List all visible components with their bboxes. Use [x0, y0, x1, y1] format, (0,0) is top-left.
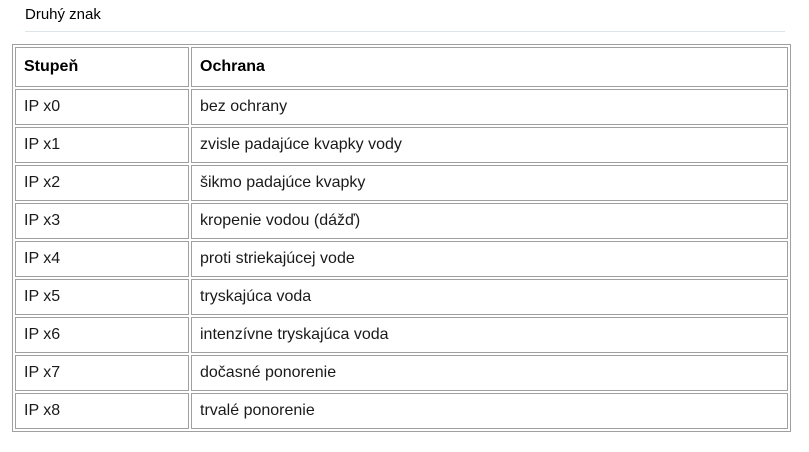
- table-row: IP x7 dočasné ponorenie: [15, 355, 788, 391]
- cell-stupen: IP x1: [15, 127, 189, 163]
- cell-ochrana: tryskajúca voda: [191, 279, 788, 315]
- table-row: IP x2 šikmo padajúce kvapky: [15, 165, 788, 201]
- cell-stupen: IP x2: [15, 165, 189, 201]
- cell-stupen: IP x3: [15, 203, 189, 239]
- cell-ochrana: dočasné ponorenie: [191, 355, 788, 391]
- cell-ochrana: bez ochrany: [191, 89, 788, 125]
- cell-stupen: IP x5: [15, 279, 189, 315]
- cell-stupen: IP x4: [15, 241, 189, 277]
- column-header-stupen: Stupeň: [15, 47, 189, 87]
- table-row: IP x6 intenzívne tryskajúca voda: [15, 317, 788, 353]
- table-row: IP x1 zvisle padajúce kvapky vody: [15, 127, 788, 163]
- cell-ochrana: intenzívne tryskajúca voda: [191, 317, 788, 353]
- cell-stupen: IP x0: [15, 89, 189, 125]
- cell-stupen: IP x8: [15, 393, 189, 429]
- cell-ochrana: šikmo padajúce kvapky: [191, 165, 788, 201]
- table-row: IP x5 tryskajúca voda: [15, 279, 788, 315]
- cell-ochrana: kropenie vodou (dážď): [191, 203, 788, 239]
- table-header-row: Stupeň Ochrana: [15, 47, 788, 87]
- cell-ochrana: trvalé ponorenie: [191, 393, 788, 429]
- ip-protection-table: Stupeň Ochrana IP x0 bez ochrany IP x1 z…: [12, 44, 791, 432]
- table-row: IP x0 bez ochrany: [15, 89, 788, 125]
- table-row: IP x4 proti striekajúcej vode: [15, 241, 788, 277]
- cell-stupen: IP x7: [15, 355, 189, 391]
- table-row: IP x8 trvalé ponorenie: [15, 393, 788, 429]
- table-header: Stupeň Ochrana: [15, 47, 788, 87]
- cell-stupen: IP x6: [15, 317, 189, 353]
- cell-ochrana: proti striekajúcej vode: [191, 241, 788, 277]
- page-title: Druhý znak: [25, 7, 785, 32]
- column-header-ochrana: Ochrana: [191, 47, 788, 87]
- table-row: IP x3 kropenie vodou (dážď): [15, 203, 788, 239]
- cell-ochrana: zvisle padajúce kvapky vody: [191, 127, 788, 163]
- table-body: IP x0 bez ochrany IP x1 zvisle padajúce …: [15, 89, 788, 429]
